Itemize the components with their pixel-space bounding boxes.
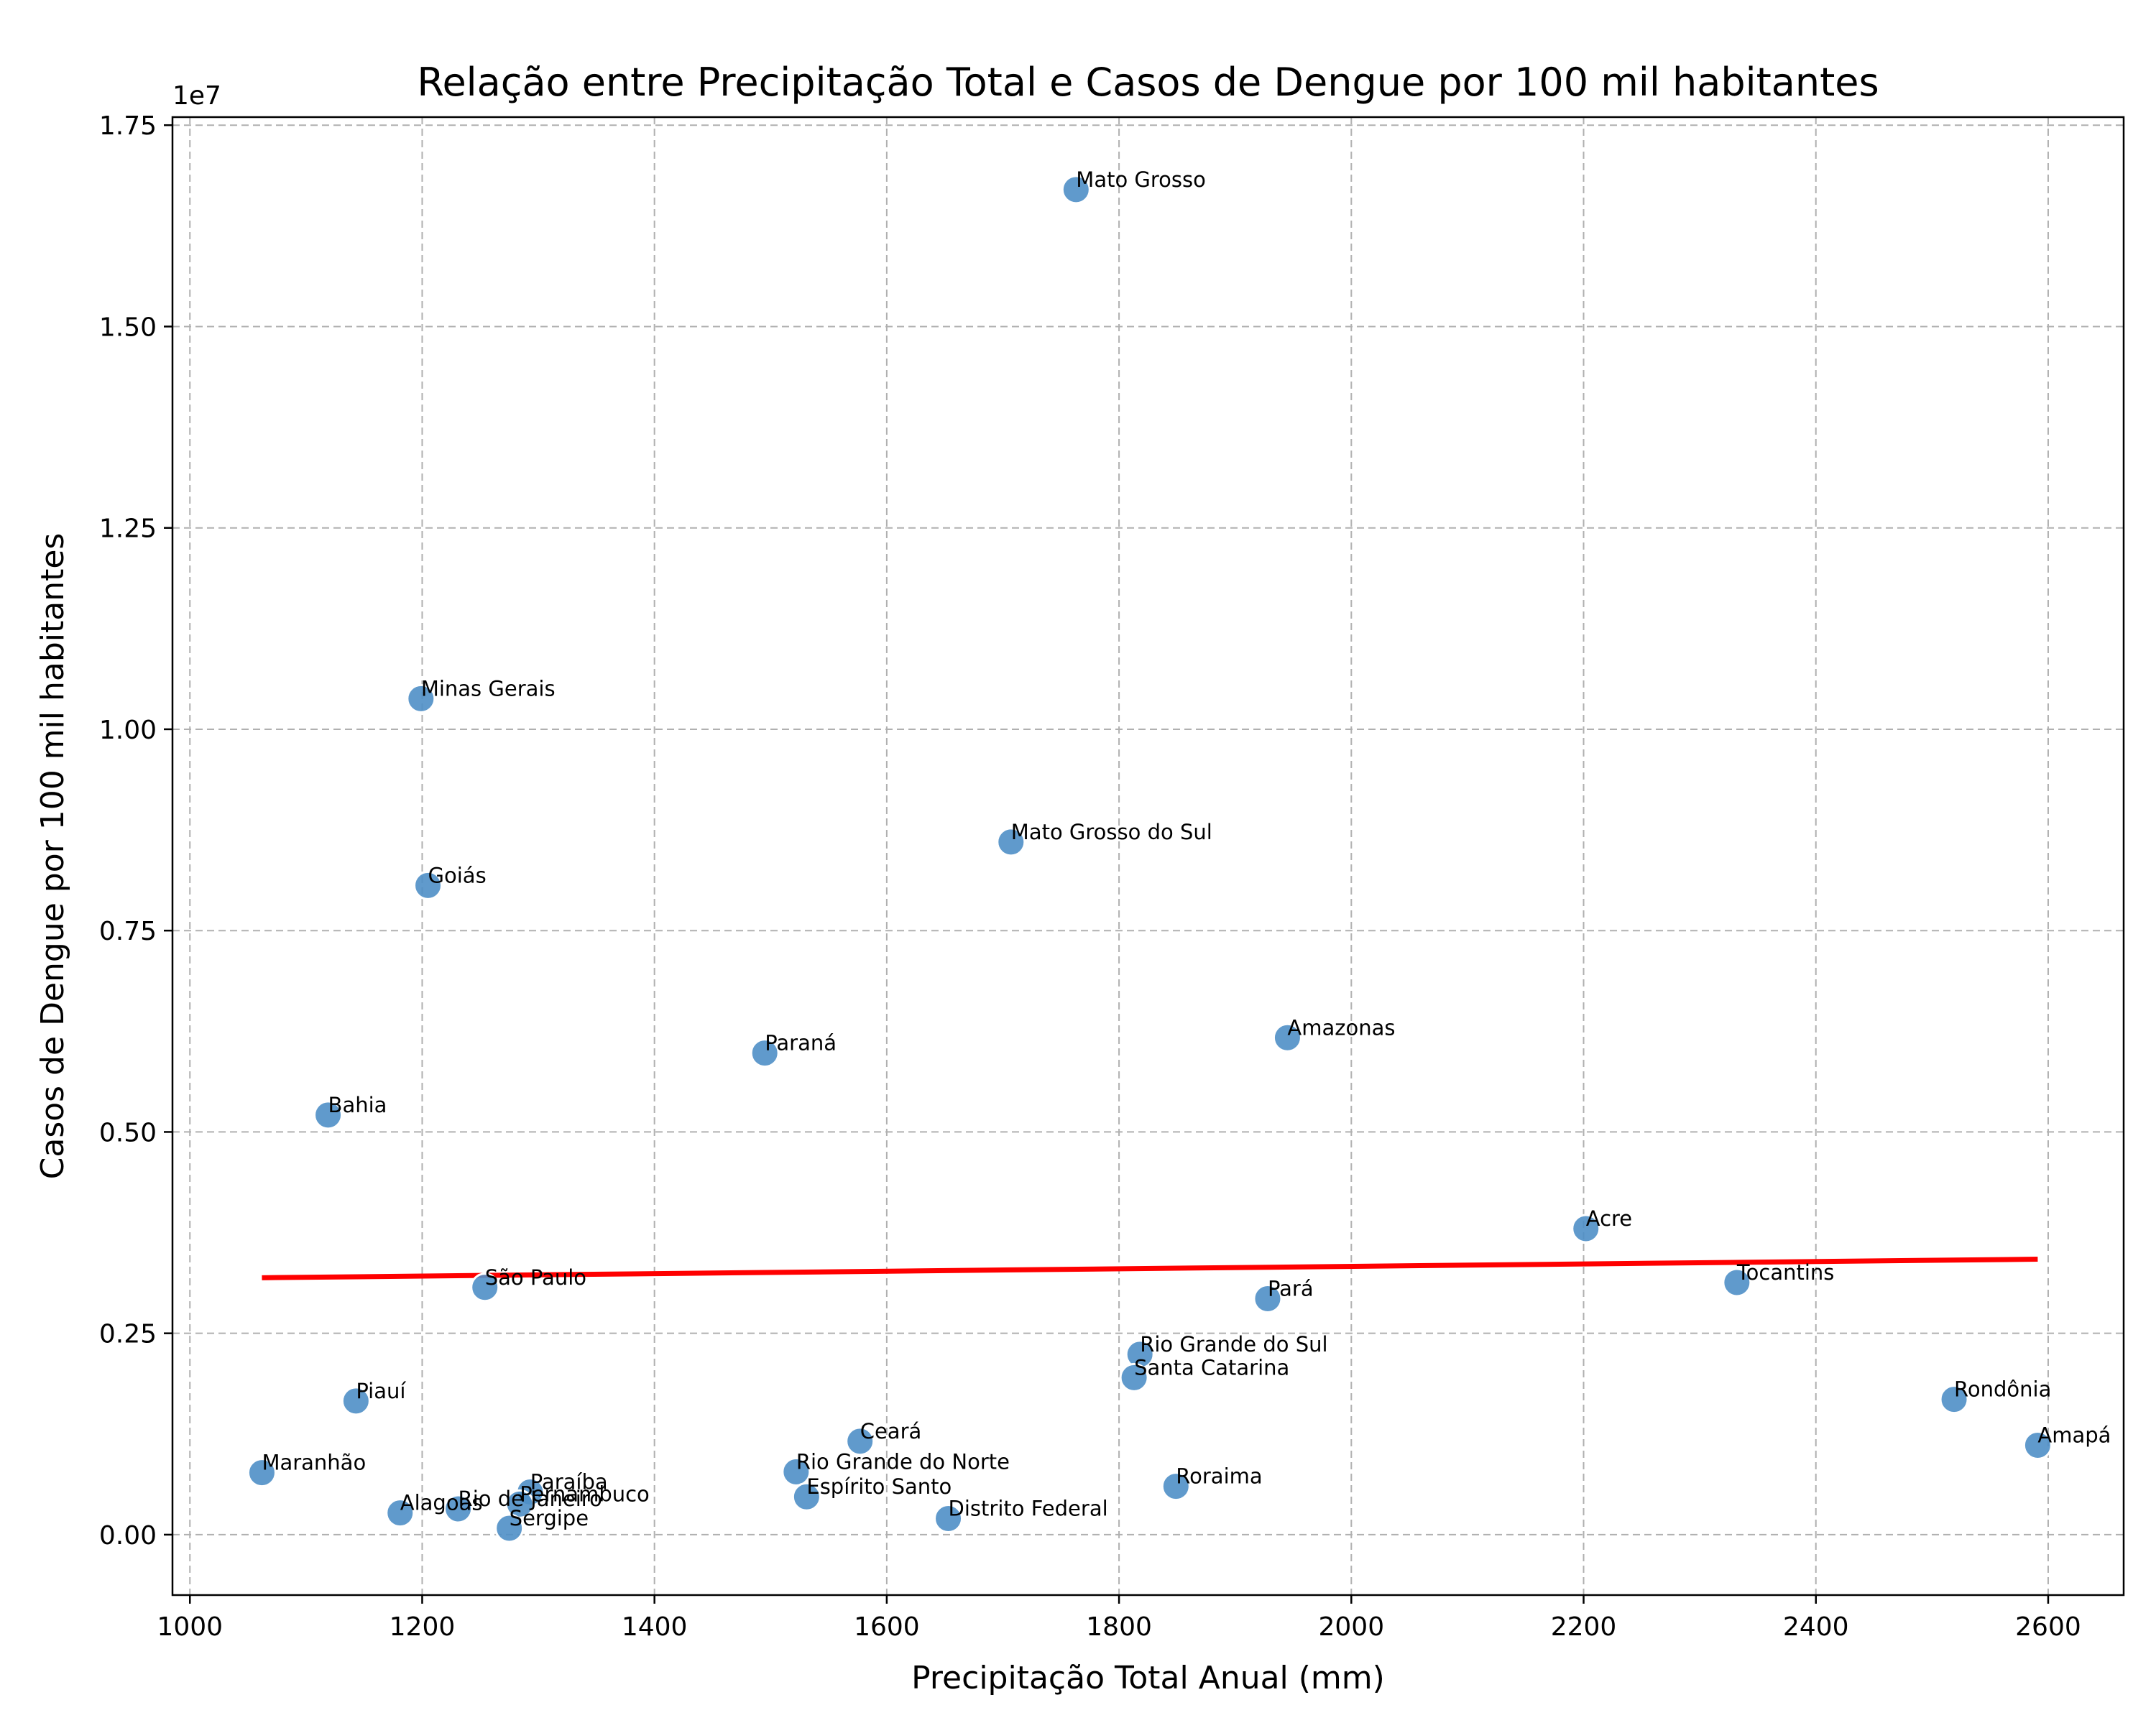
data-point [781, 1456, 811, 1487]
gridlines [172, 117, 2124, 1595]
trend-line [262, 1257, 2038, 1280]
data-point [470, 1272, 500, 1303]
point-label: Rio Grande do Sul [1140, 1332, 1327, 1357]
x-tick-label: 1400 [622, 1612, 688, 1642]
point-label: São Paulo [485, 1265, 586, 1290]
data-point [341, 1386, 371, 1416]
point-label: Santa Catarina [1134, 1355, 1289, 1380]
data-point [845, 1426, 875, 1456]
data-point [494, 1513, 525, 1543]
point-label: Goiás [428, 863, 487, 887]
point-label: Minas Gerais [421, 676, 556, 701]
data-point [1061, 175, 1091, 205]
point-label: Bahia [328, 1093, 387, 1117]
data-point [2022, 1430, 2053, 1460]
y-tick-label: 0.25 [99, 1320, 157, 1349]
point-label: Mato Grosso do Sul [1011, 820, 1212, 844]
data-point [505, 1489, 535, 1519]
data-point [1939, 1385, 1969, 1415]
point-label: Amazonas [1287, 1015, 1395, 1040]
y-tick-label: 1.50 [99, 313, 157, 342]
point-label: Paraná [765, 1031, 837, 1055]
data-point [996, 827, 1026, 857]
point-label: Piauí [356, 1379, 406, 1403]
point-label: Pernambuco [520, 1482, 650, 1506]
x-tick-label: 1600 [854, 1612, 920, 1642]
point-label: Espírito Santo [806, 1474, 952, 1499]
data-point [1119, 1362, 1149, 1392]
point-label: Pará [1268, 1276, 1314, 1300]
x-tick-label: 2400 [1783, 1612, 1849, 1642]
y-axis-label: Casos de Dengue por 100 mil habitantes [34, 533, 71, 1180]
data-point [385, 1498, 415, 1528]
x-tick-label: 1200 [390, 1612, 456, 1642]
x-tick-label: 2200 [1551, 1612, 1617, 1642]
y-tick-label: 1.75 [99, 111, 157, 141]
points-layer [247, 175, 2053, 1543]
x-tick-label: 2000 [1319, 1612, 1385, 1642]
point-label: Acre [1586, 1206, 1632, 1231]
data-point [313, 1100, 344, 1130]
data-point [934, 1504, 964, 1534]
trend-layer [262, 1257, 2038, 1280]
point-label: Maranhão [262, 1451, 366, 1475]
data-point [1253, 1283, 1283, 1313]
point-label: Rondônia [1954, 1377, 2051, 1402]
point-label: Mato Grosso [1076, 167, 1206, 192]
data-point [1722, 1267, 1752, 1298]
point-labels-layer: Mato Grosso Minas Gerais Mato Grosso do Su… [262, 167, 2111, 1530]
y-axis-offset-text: 1e7 [172, 81, 221, 111]
y-tick-label: 0.50 [99, 1118, 157, 1147]
y-axis: 0.00 0.25 0.50 0.75 1.00 1.25 1.50 1.75 [99, 111, 172, 1551]
point-label: Tocantins [1736, 1260, 1835, 1285]
data-point [247, 1458, 277, 1488]
data-point [750, 1038, 780, 1068]
data-point [791, 1482, 821, 1512]
x-axis-label: Precipitação Total Anual (mm) [911, 1660, 1385, 1696]
x-axis: 1000 1200 1400 1600 1800 2000 2200 2400 2600 [157, 1595, 2081, 1642]
point-label: Rio Grande do Norte [796, 1449, 1010, 1474]
data-point [1571, 1214, 1601, 1244]
data-point [413, 870, 443, 900]
data-point [443, 1494, 474, 1524]
data-point [406, 683, 436, 713]
y-tick-label: 1.25 [99, 514, 157, 544]
y-tick-label: 0.75 [99, 917, 157, 946]
data-point [1272, 1022, 1302, 1053]
point-label: Ceará [860, 1419, 922, 1443]
point-label: Rio de Janeiro [459, 1487, 602, 1511]
x-tick-label: 1000 [157, 1612, 223, 1642]
data-point [1161, 1471, 1191, 1502]
y-tick-label: 0.00 [99, 1521, 157, 1551]
chart-title: Relação entre Precipitação Total e Casos… [417, 60, 1879, 105]
y-tick-label: 1.00 [99, 716, 157, 745]
point-label: Alagoas [400, 1491, 483, 1515]
point-label: Distrito Federal [949, 1497, 1108, 1521]
point-label: Paraíba [530, 1470, 608, 1494]
point-label: Sergipe [510, 1506, 589, 1530]
point-label: Roraima [1176, 1464, 1262, 1489]
x-tick-label: 2600 [2015, 1612, 2081, 1642]
plot-frame [171, 116, 2125, 1597]
point-label: Amapá [2037, 1423, 2111, 1447]
x-tick-label: 1800 [1086, 1612, 1152, 1642]
